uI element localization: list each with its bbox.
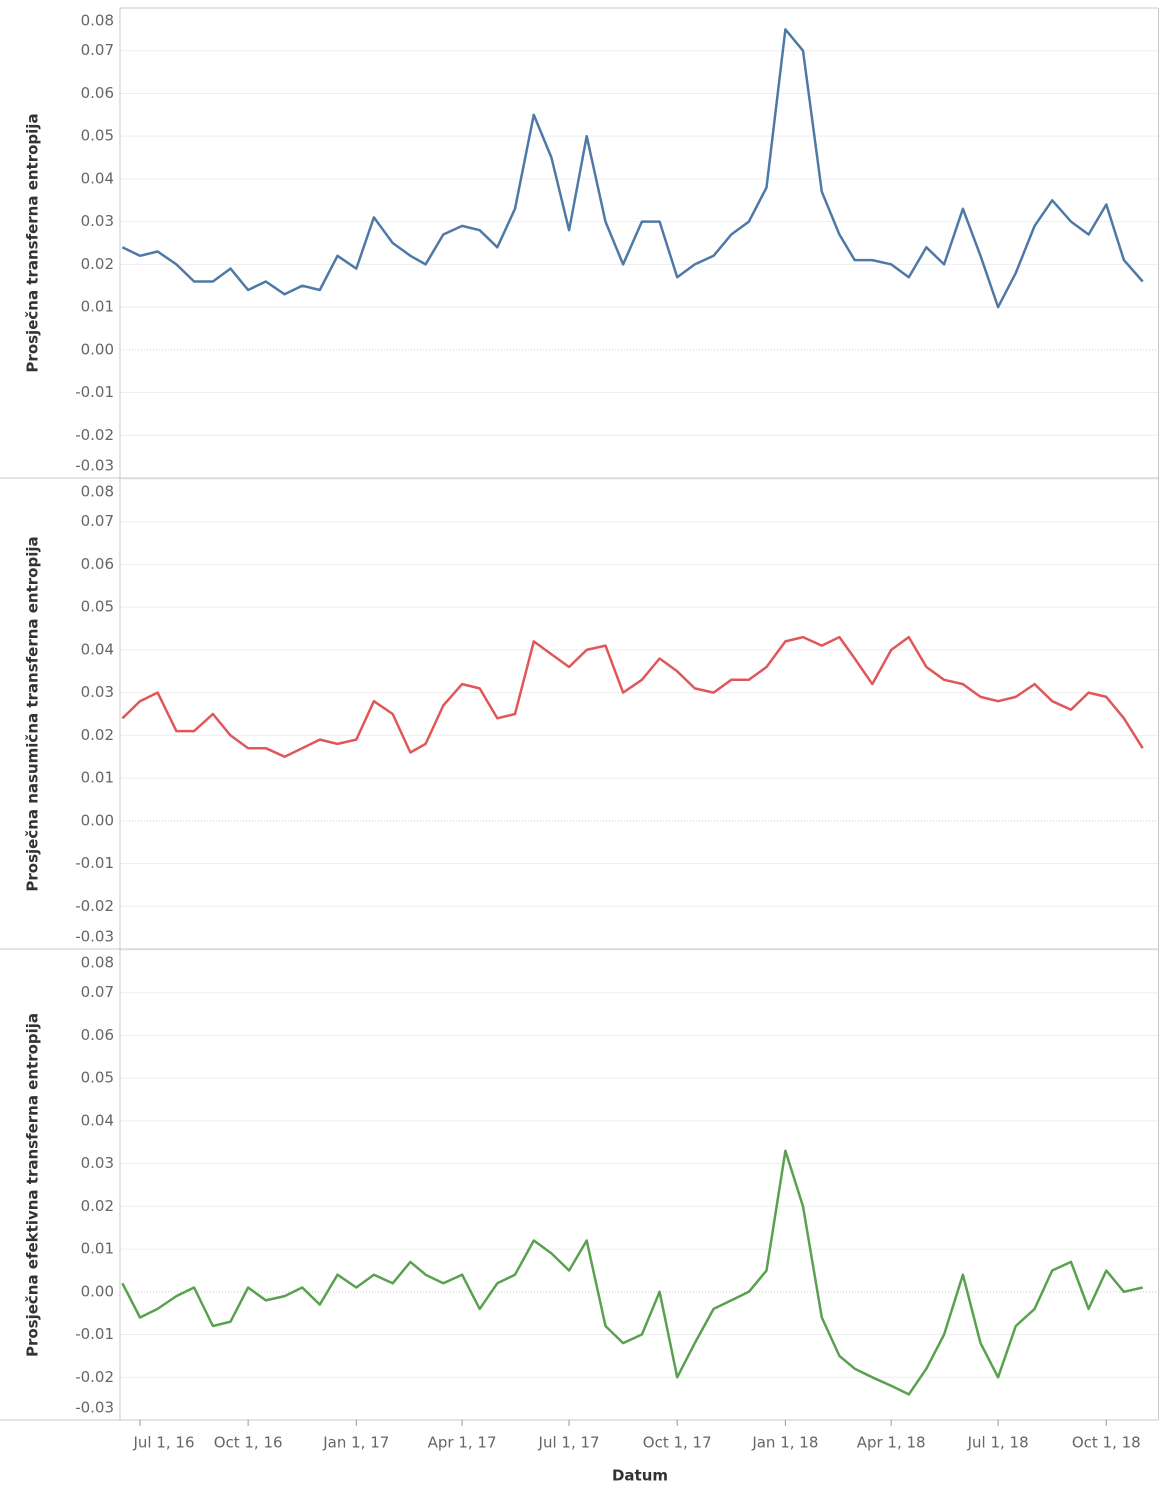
y-tick-label: 0.06 — [81, 555, 114, 573]
x-tick-label: Apr 1, 17 — [428, 1434, 497, 1452]
y-axis-title: Prosječna efektivna transferna entropija — [24, 1013, 42, 1357]
y-tick-label: 0.00 — [81, 1282, 114, 1300]
y-tick-label: 0.04 — [81, 1111, 114, 1129]
y-tick-label: -0.01 — [75, 383, 114, 401]
y-tick-label: 0.02 — [81, 1197, 114, 1215]
x-tick-label: Jan 1, 18 — [751, 1434, 818, 1452]
y-tick-label: 0.05 — [81, 1069, 114, 1087]
x-axis-title: Datum — [612, 1467, 668, 1485]
x-tick-label: Oct 1, 17 — [643, 1434, 712, 1452]
x-tick-label: Jul 1, 16 — [132, 1434, 194, 1452]
y-tick-label: 0.07 — [81, 41, 114, 59]
y-tick-label: 0.07 — [81, 983, 114, 1001]
y-axis-title: Prosječna transferna entropija — [24, 113, 42, 372]
y-tick-label: 0.03 — [81, 683, 114, 701]
y-tick-label: 0.08 — [81, 12, 114, 30]
y-tick-label: 0.08 — [81, 954, 114, 972]
y-tick-label: 0.01 — [81, 298, 114, 316]
y-tick-label: -0.03 — [75, 928, 114, 946]
y-tick-label: 0.05 — [81, 598, 114, 616]
y-tick-label: 0.03 — [81, 1154, 114, 1172]
x-tick-label: Jul 1, 18 — [967, 1434, 1029, 1452]
y-tick-label: -0.01 — [75, 854, 114, 872]
y-tick-label: 0.03 — [81, 212, 114, 230]
y-tick-label: 0.04 — [81, 640, 114, 658]
y-tick-label: 0.01 — [81, 769, 114, 787]
y-tick-label: -0.02 — [75, 1368, 114, 1386]
y-tick-label: 0.06 — [81, 1026, 114, 1044]
y-tick-label: 0.00 — [81, 340, 114, 358]
x-tick-label: Apr 1, 18 — [857, 1434, 926, 1452]
y-tick-label: -0.03 — [75, 457, 114, 475]
x-tick-label: Oct 1, 18 — [1072, 1434, 1141, 1452]
y-tick-label: -0.01 — [75, 1325, 114, 1343]
y-tick-label: 0.05 — [81, 127, 114, 145]
line — [121, 28, 1144, 309]
y-tick-label: 0.08 — [81, 483, 114, 501]
x-tick-label: Jan 1, 17 — [322, 1434, 389, 1452]
y-tick-label: 0.00 — [81, 811, 114, 829]
y-tick-label: -0.02 — [75, 897, 114, 915]
y-axis-title: Prosječna nasumična transferna entropija — [24, 536, 42, 891]
y-tick-label: 0.01 — [81, 1240, 114, 1258]
y-tick-label: -0.03 — [75, 1399, 114, 1417]
y-tick-label: 0.07 — [81, 512, 114, 530]
y-tick-label: 0.02 — [81, 726, 114, 744]
x-tick-label: Oct 1, 16 — [214, 1434, 283, 1452]
line — [121, 635, 1144, 758]
y-tick-label: 0.06 — [81, 84, 114, 102]
y-tick-label: -0.02 — [75, 426, 114, 444]
y-tick-label: 0.02 — [81, 255, 114, 273]
line — [121, 1149, 1143, 1396]
x-tick-label: Jul 1, 17 — [538, 1434, 600, 1452]
y-tick-label: 0.04 — [81, 169, 114, 187]
